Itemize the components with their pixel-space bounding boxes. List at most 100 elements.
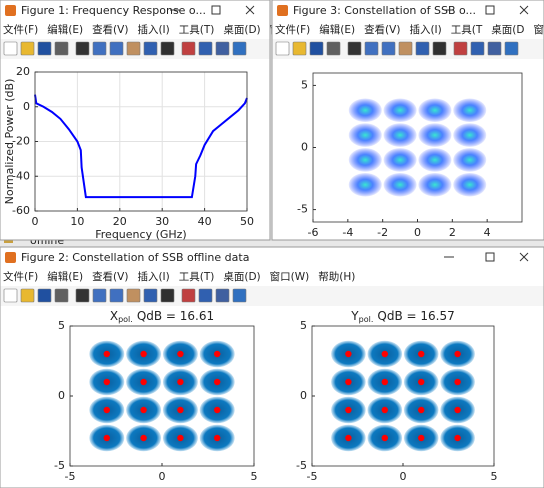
close-button[interactable] [245,5,255,15]
toolbar-button[interactable] [37,41,52,56]
toolbar-button[interactable] [309,41,324,56]
menu-item[interactable]: 文件(F) [275,23,310,36]
toolbar-button[interactable] [126,288,141,303]
chart-title: Ypol. QdB = 16.57 [350,309,454,324]
menu-item[interactable]: 窗口(W [533,23,544,36]
toolbar-button[interactable] [126,41,141,56]
close-button[interactable] [519,252,529,262]
menu-item[interactable]: 插入(I) [137,23,169,36]
title-rest: QdB = 16.57 [377,309,454,323]
title-subscript: pol. [359,315,374,324]
menu-item[interactable]: 桌面(D) [223,23,260,36]
toolbar-button[interactable] [75,288,90,303]
constellation-point [140,350,147,358]
menu-item[interactable]: 工具(T) [179,271,215,283]
y-tick-label: 0 [23,100,30,113]
point-cloud [418,123,452,147]
constellation-point [214,378,221,386]
constellation-point [418,434,425,442]
y-tick-label: -40 [12,169,30,182]
x-tick-label: -2 [377,226,388,239]
maximize-button[interactable] [211,5,221,15]
toolbar-button[interactable] [415,41,430,56]
toolbar-button[interactable] [143,288,158,303]
close-button[interactable] [519,5,529,15]
menu-item[interactable]: 编辑(E) [47,23,83,36]
toolbar-button[interactable] [92,41,107,56]
menu-item[interactable]: 查看(V) [364,23,400,36]
toolbar-button[interactable] [198,288,213,303]
menu-item[interactable]: 工具(T [451,24,483,36]
toolbar-button[interactable] [54,288,69,303]
toolbar-button[interactable] [37,288,52,303]
maximize-button[interactable] [485,252,495,262]
toolbar-button[interactable] [487,41,502,56]
x-tick-label: -4 [342,226,353,239]
constellation-point [140,434,147,442]
x-tick-label: -5 [65,470,76,483]
toolbar-button[interactable] [20,288,35,303]
menu-item[interactable]: 工具(T) [179,24,215,36]
toolbar-button[interactable] [398,41,413,56]
point-cloud [348,123,382,147]
toolbar-button[interactable] [181,41,196,56]
axes: -5 0 5 -5 0 5 Xpol. QdB = 16.61 [54,309,257,484]
toolbar-button[interactable] [292,41,307,56]
toolbar-button[interactable] [20,41,35,56]
menu-item[interactable]: 编辑(E) [47,270,83,283]
toolbar-button[interactable] [198,41,213,56]
toolbar-button[interactable] [109,41,124,56]
menu-item[interactable]: 查看(V) [92,270,128,283]
menu-item[interactable]: 文件(F) [3,270,38,283]
axes-box [34,71,248,212]
point-cloud [418,148,452,172]
x-tick-label: 10 [70,215,84,228]
axes-box [69,325,255,467]
toolbar-button[interactable] [232,41,247,56]
menu-item[interactable]: 编辑(E) [319,23,355,36]
toolbar-button[interactable] [381,41,396,56]
menu-item[interactable]: 插入(I) [409,23,441,36]
menu-item[interactable]: 插入(I) [137,270,169,283]
x-tick-label: 2 [449,226,456,239]
toolbar-button[interactable] [92,288,107,303]
menu-item[interactable]: 查看(V) [92,23,128,36]
menu-item[interactable]: 桌面(D [491,23,524,36]
toolbar-button[interactable] [54,41,69,56]
x-tick-label: -6 [308,226,319,239]
x-tick-label: 20 [113,215,127,228]
toolbar-button[interactable] [504,41,519,56]
menu-item[interactable]: 窗口(W) [270,270,310,283]
toolbar-button[interactable] [275,41,290,56]
maximize-button[interactable] [485,5,495,15]
toolbar-button[interactable] [215,288,230,303]
toolbar-button[interactable] [75,41,90,56]
x-tick-label: 5 [491,470,498,483]
toolbar-button[interactable] [232,288,247,303]
toolbar-button[interactable] [3,41,18,56]
toolbar-button[interactable] [160,41,175,56]
x-tick-label: 0 [400,470,407,483]
toolbar-button[interactable] [364,41,379,56]
menu-item[interactable]: 桌面(D) [223,270,260,283]
toolbar-button[interactable] [326,41,341,56]
y-tick-label: -5 [297,203,308,216]
window-title: Figure 2: Constellation of SSB offline d… [21,251,249,264]
point-cloud [418,98,452,123]
toolbar-button[interactable] [347,41,362,56]
toolbar-button[interactable] [160,288,175,303]
constellation-point [214,434,221,442]
menu-item[interactable]: 文件(F) [3,23,38,36]
y-tick-label: 20 [16,65,30,78]
toolbar-button[interactable] [3,288,18,303]
toolbar-button[interactable] [181,288,196,303]
toolbar-button[interactable] [432,41,447,56]
toolbar-button[interactable] [143,41,158,56]
toolbar-button[interactable] [470,41,485,56]
x-tick-label: -5 [307,470,318,483]
toolbar-button[interactable] [453,41,468,56]
toolbar-button[interactable] [215,41,230,56]
menu-item[interactable]: 帮助(H) [318,270,355,283]
toolbar-button[interactable] [109,288,124,303]
